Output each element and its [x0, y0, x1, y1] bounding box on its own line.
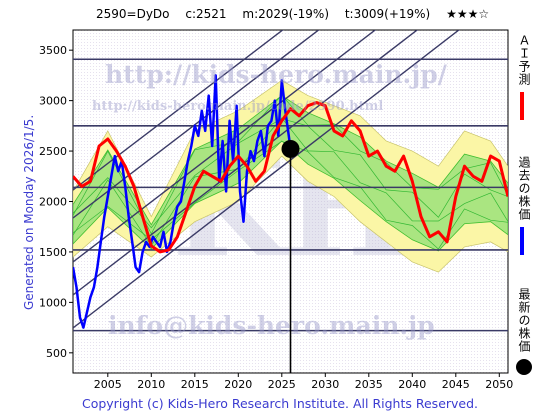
- watermark-email: info@kids-hero.main.jp: [108, 311, 435, 340]
- y-tick-label: 3500: [39, 44, 67, 57]
- forecast-path: [73, 140, 508, 250]
- trend-line: [73, 30, 377, 263]
- trend-line: [73, 30, 284, 191]
- y-tick-label: 1000: [39, 296, 67, 309]
- x-tick-label: 2010: [137, 378, 165, 391]
- watermark-url: http://kids-hero.main.jp/: [105, 60, 447, 89]
- y-tick-label: 2500: [39, 145, 67, 158]
- m-value: m:2029(-19%): [242, 7, 330, 21]
- forecast-path: [73, 118, 508, 229]
- x-tick-label: 2005: [94, 378, 122, 391]
- y-tick-label: 500: [46, 347, 67, 360]
- trend-line: [73, 30, 320, 219]
- ai-forecast-line: [73, 101, 508, 254]
- legend-latest-price-label: 最新の株価: [517, 288, 531, 353]
- x-tick-label: 2025: [268, 378, 296, 391]
- x-tick-label: 2035: [355, 378, 383, 391]
- x-tick-label: 2020: [224, 378, 252, 391]
- legend-ai-forecast: ＡＩ予測: [516, 34, 538, 120]
- past-price-line: [73, 74, 292, 329]
- copyright-text: Copyright (c) Kids-Hero Research Institu…: [81, 396, 479, 411]
- star-rating: ★★★☆: [446, 7, 490, 21]
- series-lines: [73, 74, 508, 329]
- y-axis-ticks: 500 1000 1500 2000 2500 3000 3500: [39, 44, 73, 360]
- x-tick-label: 2050: [485, 378, 513, 391]
- x-tick-label: 2030: [311, 378, 339, 391]
- legend-latest-price-dot: [516, 359, 532, 375]
- stock-code: 2590=DyDo: [96, 7, 170, 21]
- x-axis-ticks: 2005 2010 2015 2020 2025 2030 2035 2040 2045 2050: [94, 373, 513, 391]
- generated-date: Generated on Monday 2026/1/5.: [22, 114, 36, 310]
- legend-ai-forecast-swatch: [520, 92, 524, 120]
- x-tick-label: 2040: [398, 378, 426, 391]
- legend-past-price: 過去の株価: [516, 156, 538, 255]
- legend-past-price-swatch: [520, 227, 524, 255]
- latest-price-dot: [281, 139, 300, 158]
- current-price: c:2521: [185, 7, 227, 21]
- y-tick-label: 3000: [39, 95, 67, 108]
- forecast-path: [73, 94, 508, 235]
- latest-price-marker: [281, 139, 300, 373]
- t-value: t:3009(+19%): [344, 7, 431, 21]
- trend-line: [73, 30, 419, 296]
- chart-header: 2590=DyDo c:2521 m:2029(-19%) t:3009(+19…: [96, 7, 536, 25]
- y-tick-label: 2000: [39, 196, 67, 209]
- legend-ai-forecast-label: ＡＩ予測: [517, 34, 531, 86]
- legend-latest-price: 最新の株価: [516, 288, 538, 375]
- x-tick-label: 2015: [181, 378, 209, 391]
- x-tick-label: 2045: [442, 378, 470, 391]
- legend-past-price-label: 過去の株価: [517, 156, 531, 221]
- watermark-code-url: http://kids-hero.main.jp/code/2590.html: [92, 99, 384, 114]
- y-tick-label: 1500: [39, 246, 67, 259]
